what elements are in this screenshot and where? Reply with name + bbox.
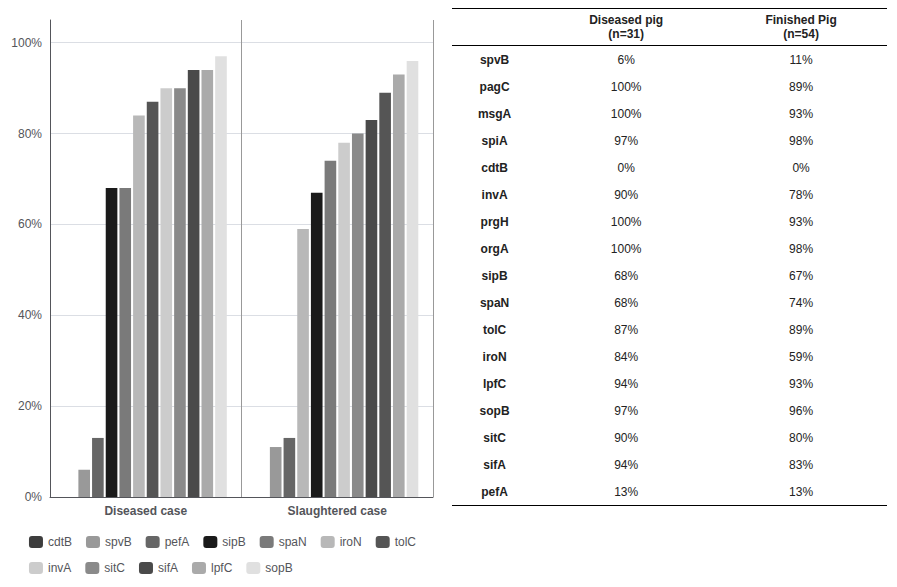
html-text:0%: 0%	[792, 160, 810, 175]
html-text:93%: 93%	[789, 376, 814, 391]
html-text:94%: 94%	[614, 376, 639, 391]
html-text:87%: 87%	[614, 322, 639, 337]
svg-text:sifA: sifA	[158, 561, 178, 575]
html-text:sifA: sifA	[483, 457, 506, 472]
html-text:13%: 13%	[789, 484, 814, 499]
html-text:96%: 96%	[789, 403, 814, 418]
html-text:cdtB: cdtB	[481, 160, 508, 175]
html-text:67%: 67%	[789, 268, 814, 283]
svg-text:sipB: sipB	[222, 535, 245, 549]
html-text:98%: 98%	[789, 241, 814, 256]
html-text:97%: 97%	[614, 133, 639, 148]
html-text:msgA: msgA	[477, 106, 512, 121]
html-text:100%: 100%	[610, 79, 642, 94]
html-text:Finished Pig (n=54): Finished Pig (n=54)	[765, 13, 837, 41]
html-text:84%: 84%	[614, 349, 639, 364]
html-text:iroN: iroN	[482, 349, 507, 364]
html-text:sopB: sopB	[479, 403, 510, 418]
svg-text:sopB: sopB	[265, 561, 292, 575]
svg-text:lpfC: lpfC	[211, 561, 233, 575]
html-text:100%: 100%	[610, 214, 642, 229]
html-text:sitC: sitC	[483, 430, 506, 445]
html-text:prgH: prgH	[480, 214, 509, 229]
svg-text:100%: 100%	[11, 36, 42, 50]
html-text:89%: 89%	[789, 79, 814, 94]
html-text:78%: 78%	[789, 187, 814, 202]
svg-text:80%: 80%	[18, 127, 42, 141]
svg-text:iroN: iroN	[340, 535, 362, 549]
html-text:13%: 13%	[614, 484, 639, 499]
svg-text:40%: 40%	[18, 308, 42, 322]
svg-text:Slaughtered case: Slaughtered case	[288, 504, 388, 518]
html-text:100%: 100%	[610, 106, 642, 121]
html-text:6%: 6%	[617, 52, 635, 67]
html-text:lpfC: lpfC	[482, 376, 507, 391]
html-text:100%: 100%	[610, 241, 642, 256]
html-text:tolC: tolC	[482, 322, 507, 337]
html-text:80%: 80%	[789, 430, 814, 445]
html-text:pefA: pefA	[481, 484, 508, 499]
svg-text:tolC: tolC	[395, 535, 417, 549]
svg-text:Diseased case: Diseased case	[104, 504, 187, 518]
svg-text:spaN: spaN	[279, 535, 307, 549]
html-text:83%: 83%	[789, 457, 814, 472]
html-text:74%: 74%	[789, 295, 814, 310]
html-text:97%: 97%	[614, 403, 639, 418]
html-text:68%: 68%	[614, 268, 639, 283]
svg-text:spvB: spvB	[105, 535, 132, 549]
html-text:94%: 94%	[614, 457, 639, 472]
svg-text:20%: 20%	[18, 399, 42, 413]
html-text:invA: invA	[481, 187, 508, 202]
svg-text:invA: invA	[48, 561, 71, 575]
html-text:11%: 11%	[789, 52, 813, 67]
html-text:spvB: spvB	[479, 52, 510, 67]
html-text:89%: 89%	[789, 322, 814, 337]
svg-text:0%: 0%	[25, 490, 43, 504]
html-text:0%: 0%	[617, 160, 635, 175]
html-text:spiA: spiA	[481, 133, 508, 148]
svg-text:pefA: pefA	[165, 535, 190, 549]
html-text:59%: 59%	[789, 349, 814, 364]
html-text:68%: 68%	[614, 295, 639, 310]
html-text:90%: 90%	[614, 430, 639, 445]
svg-text:60%: 60%	[18, 217, 42, 231]
html-text:Diseased pig (n=31): Diseased pig (n=31)	[589, 13, 664, 41]
html-text:orgA: orgA	[480, 241, 509, 256]
html-text:spaN: spaN	[479, 295, 510, 310]
html-text:sipB: sipB	[481, 268, 508, 283]
svg-text:cdtB: cdtB	[48, 535, 72, 549]
html-text:98%: 98%	[789, 133, 814, 148]
html-text:90%: 90%	[614, 187, 639, 202]
html-text:93%: 93%	[789, 106, 814, 121]
html-text:pagC: pagC	[479, 79, 510, 94]
svg-text:sitC: sitC	[104, 561, 125, 575]
html-text:93%: 93%	[789, 214, 814, 229]
